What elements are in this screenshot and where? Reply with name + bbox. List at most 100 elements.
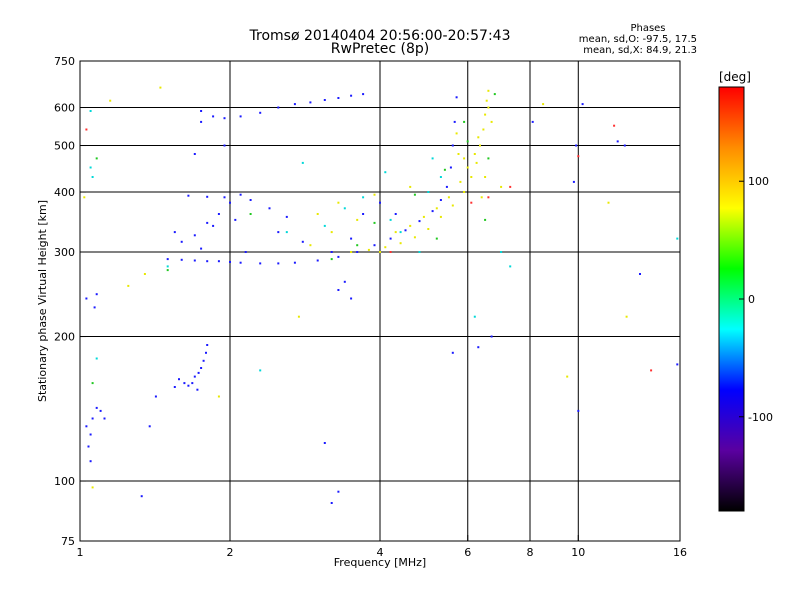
- data-point: [394, 213, 397, 215]
- data-point: [480, 196, 483, 199]
- data-point: [379, 201, 381, 204]
- data-point: [373, 193, 376, 196]
- data-point: [193, 259, 196, 262]
- data-point: [159, 86, 162, 89]
- data-point: [239, 115, 242, 118]
- data-point: [413, 236, 416, 239]
- data-point: [473, 153, 476, 155]
- colorbar-tick-label: -100: [748, 411, 773, 424]
- data-point: [455, 96, 458, 99]
- data-point: [196, 388, 199, 391]
- data-point: [435, 237, 438, 240]
- data-point: [389, 218, 392, 221]
- data-point: [95, 357, 98, 360]
- data-point: [89, 460, 92, 463]
- data-point: [193, 153, 196, 155]
- data-point: [439, 176, 442, 178]
- data-point: [249, 213, 252, 215]
- data-point: [356, 244, 359, 247]
- data-point: [91, 417, 94, 420]
- grid-lines: [80, 61, 680, 541]
- data-point: [277, 231, 280, 234]
- data-point: [337, 97, 340, 99]
- data-point: [89, 166, 92, 169]
- y-tick-label: 400: [54, 186, 75, 199]
- data-point: [500, 185, 503, 188]
- data-point: [193, 234, 196, 237]
- data-point: [422, 215, 425, 218]
- data-point: [187, 384, 190, 387]
- data-point: [277, 262, 280, 265]
- y-axis-ticks: 75 100 200 300 400 500 600 750: [54, 55, 86, 548]
- data-point: [409, 224, 412, 227]
- phases-o-stats: mean, sd,O: -97.5, 17.5: [579, 34, 697, 45]
- data-point: [487, 196, 490, 199]
- data-point: [239, 193, 242, 196]
- data-point: [577, 409, 580, 412]
- data-point: [109, 99, 112, 102]
- data-point: [330, 502, 333, 504]
- data-point: [418, 220, 421, 223]
- phases-heading: Phases: [630, 23, 665, 34]
- data-point: [180, 258, 183, 261]
- data-point: [362, 213, 365, 215]
- data-point: [362, 196, 365, 199]
- data-point: [200, 120, 203, 123]
- data-point: [493, 93, 496, 96]
- data-point: [229, 261, 231, 263]
- data-point: [439, 199, 442, 201]
- data-point: [577, 155, 580, 158]
- data-point: [466, 140, 469, 143]
- x-axis-label: Frequency [MHz]: [334, 556, 426, 569]
- data-point: [384, 171, 387, 174]
- data-point: [239, 261, 242, 264]
- colorbar-tick-label: 100: [748, 175, 769, 188]
- x-tick-label: 1: [77, 546, 84, 559]
- data-point: [413, 193, 416, 196]
- data-point: [200, 367, 203, 369]
- data-point: [259, 262, 262, 265]
- data-point: [87, 445, 90, 448]
- data-point: [399, 242, 402, 245]
- data-point: [470, 201, 473, 204]
- data-point: [500, 251, 503, 253]
- data-point: [95, 157, 98, 160]
- data-point: [394, 231, 397, 234]
- y-tick-label: 100: [54, 475, 75, 488]
- data-point: [259, 369, 262, 372]
- data-point: [362, 93, 365, 96]
- data-point: [330, 258, 333, 261]
- data-point: [451, 204, 454, 207]
- data-point: [463, 120, 466, 123]
- data-point: [449, 166, 452, 169]
- data-point: [485, 99, 488, 102]
- data-point: [431, 157, 434, 160]
- data-point: [367, 248, 370, 251]
- data-point: [337, 289, 340, 291]
- data-point: [91, 176, 94, 178]
- data-point: [166, 265, 169, 268]
- data-point: [431, 210, 434, 213]
- data-point: [676, 363, 679, 366]
- data-point: [217, 260, 220, 263]
- data-point: [350, 251, 353, 253]
- data-point: [200, 247, 203, 250]
- data-point: [180, 240, 183, 243]
- data-point: [482, 128, 485, 131]
- data-point: [173, 231, 176, 234]
- data-point: [447, 196, 450, 199]
- data-point: [330, 251, 333, 253]
- data-point: [463, 191, 466, 193]
- data-point: [244, 251, 247, 253]
- data-point: [268, 207, 271, 210]
- data-point: [350, 297, 353, 300]
- data-point: [154, 395, 157, 398]
- data-point: [623, 144, 626, 147]
- data-point: [206, 344, 209, 346]
- data-point: [443, 168, 446, 171]
- y-tick-label: 75: [61, 535, 75, 548]
- x-tick-label: 10: [571, 546, 585, 559]
- data-point: [223, 196, 226, 199]
- data-point: [85, 425, 88, 428]
- data-point: [509, 265, 512, 268]
